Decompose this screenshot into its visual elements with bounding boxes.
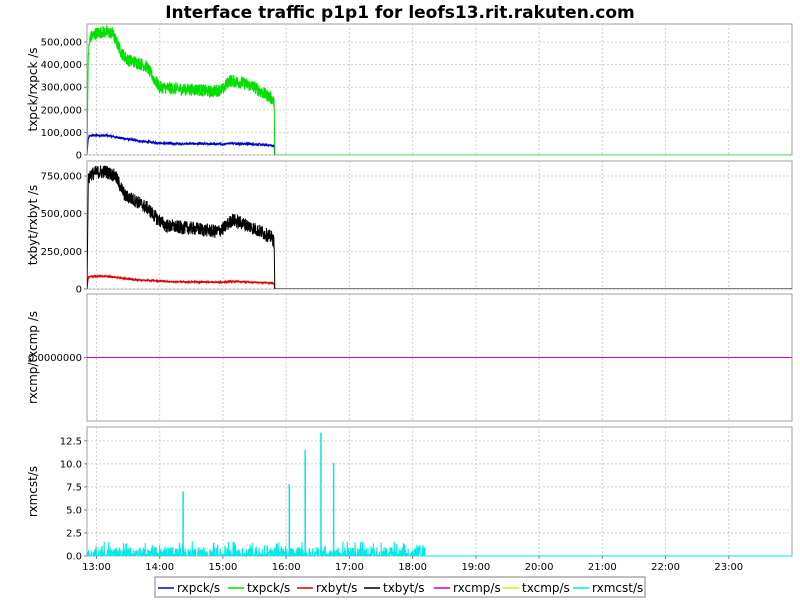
y-tick-label: 7.5 bbox=[66, 482, 82, 493]
y-tick-label: 5.0 bbox=[66, 505, 82, 516]
y-tick-label: 500,000 bbox=[41, 38, 82, 49]
y-tick-label: 300,000 bbox=[41, 83, 82, 94]
x-tick-label: 15:00 bbox=[209, 562, 238, 573]
y-tick-label: 2.5 bbox=[66, 528, 82, 539]
legend: rxpck/s txpck/s rxbyt/s txbyt/s rxcmp/s txcmp… bbox=[154, 576, 646, 598]
y-tick-label: 400,000 bbox=[41, 60, 82, 71]
y-tick-label: 0.0000000 bbox=[28, 353, 82, 364]
y-tick-label: 0 bbox=[76, 285, 82, 296]
y-axis-label: rxcmp/txcmp /s bbox=[26, 311, 40, 404]
y-axis-label: txbyt/rxbyt /s bbox=[26, 185, 40, 266]
y-axis-label: txpck/rxpck /s bbox=[26, 48, 40, 132]
chart-title: Interface traffic p1p1 for leofs13.rit.r… bbox=[165, 3, 635, 23]
x-tick-label: 21:00 bbox=[588, 562, 617, 573]
x-tick-label: 17:00 bbox=[335, 562, 364, 573]
panels: 0100,000200,000300,000400,000500,000txpc… bbox=[26, 23, 793, 563]
x-tick-label: 14:00 bbox=[145, 562, 174, 573]
legend-label: rxbyt/s bbox=[316, 581, 357, 595]
x-axis: 13:00 14:00 15:00 16:00 17:00 18:00 19:00 20:00… bbox=[82, 556, 743, 573]
legend-label: txpck/s bbox=[247, 581, 290, 595]
series-txpck-s bbox=[87, 24, 792, 155]
panel-1: 0 100,000 200,000 300,000 400,000 500,000txpc… bbox=[26, 23, 793, 162]
y-axis-label: rxmcst/s bbox=[26, 466, 40, 517]
legend-label: txbyt/s bbox=[383, 581, 425, 595]
y-tick-label: 750,000 bbox=[41, 172, 82, 183]
y-tick-label: 200,000 bbox=[41, 105, 82, 116]
y-tick-label: 250,000 bbox=[41, 247, 82, 258]
x-tick-label: 22:00 bbox=[651, 562, 680, 573]
y-tick-label: 0.0 bbox=[66, 552, 82, 563]
y-tick-label: 10.0 bbox=[60, 459, 82, 470]
x-tick-label: 18:00 bbox=[398, 562, 427, 573]
series-txbyt-s bbox=[87, 165, 792, 289]
y-tick-label: 12.5 bbox=[60, 436, 82, 447]
panel-4: 0.0 2.5 5.0 7.5 10.0 12.5 rxmcst/s bbox=[26, 426, 793, 563]
x-tick-label: 23:00 bbox=[714, 562, 743, 573]
series-rxmcst-s bbox=[87, 541, 426, 556]
series-rxpck-s bbox=[87, 132, 792, 155]
x-tick-label: 20:00 bbox=[525, 562, 554, 573]
x-tick-label: 16:00 bbox=[272, 562, 301, 573]
legend-label: rxmcst/s bbox=[592, 581, 643, 595]
legend-label: rxcmp/s bbox=[453, 581, 501, 595]
x-tick-label: 13:00 bbox=[82, 562, 111, 573]
x-tick-label: 19:00 bbox=[461, 562, 490, 573]
legend-box bbox=[154, 576, 646, 598]
legend-label: txcmp/s bbox=[522, 581, 570, 595]
series-rxbyt-s bbox=[87, 273, 792, 289]
y-tick-label: 100,000 bbox=[41, 128, 82, 139]
panel-frame bbox=[86, 426, 793, 557]
y-tick-label: 0 bbox=[76, 151, 82, 162]
legend-label: rxpck/s bbox=[177, 581, 220, 595]
y-tick-label: 500,000 bbox=[41, 209, 82, 220]
